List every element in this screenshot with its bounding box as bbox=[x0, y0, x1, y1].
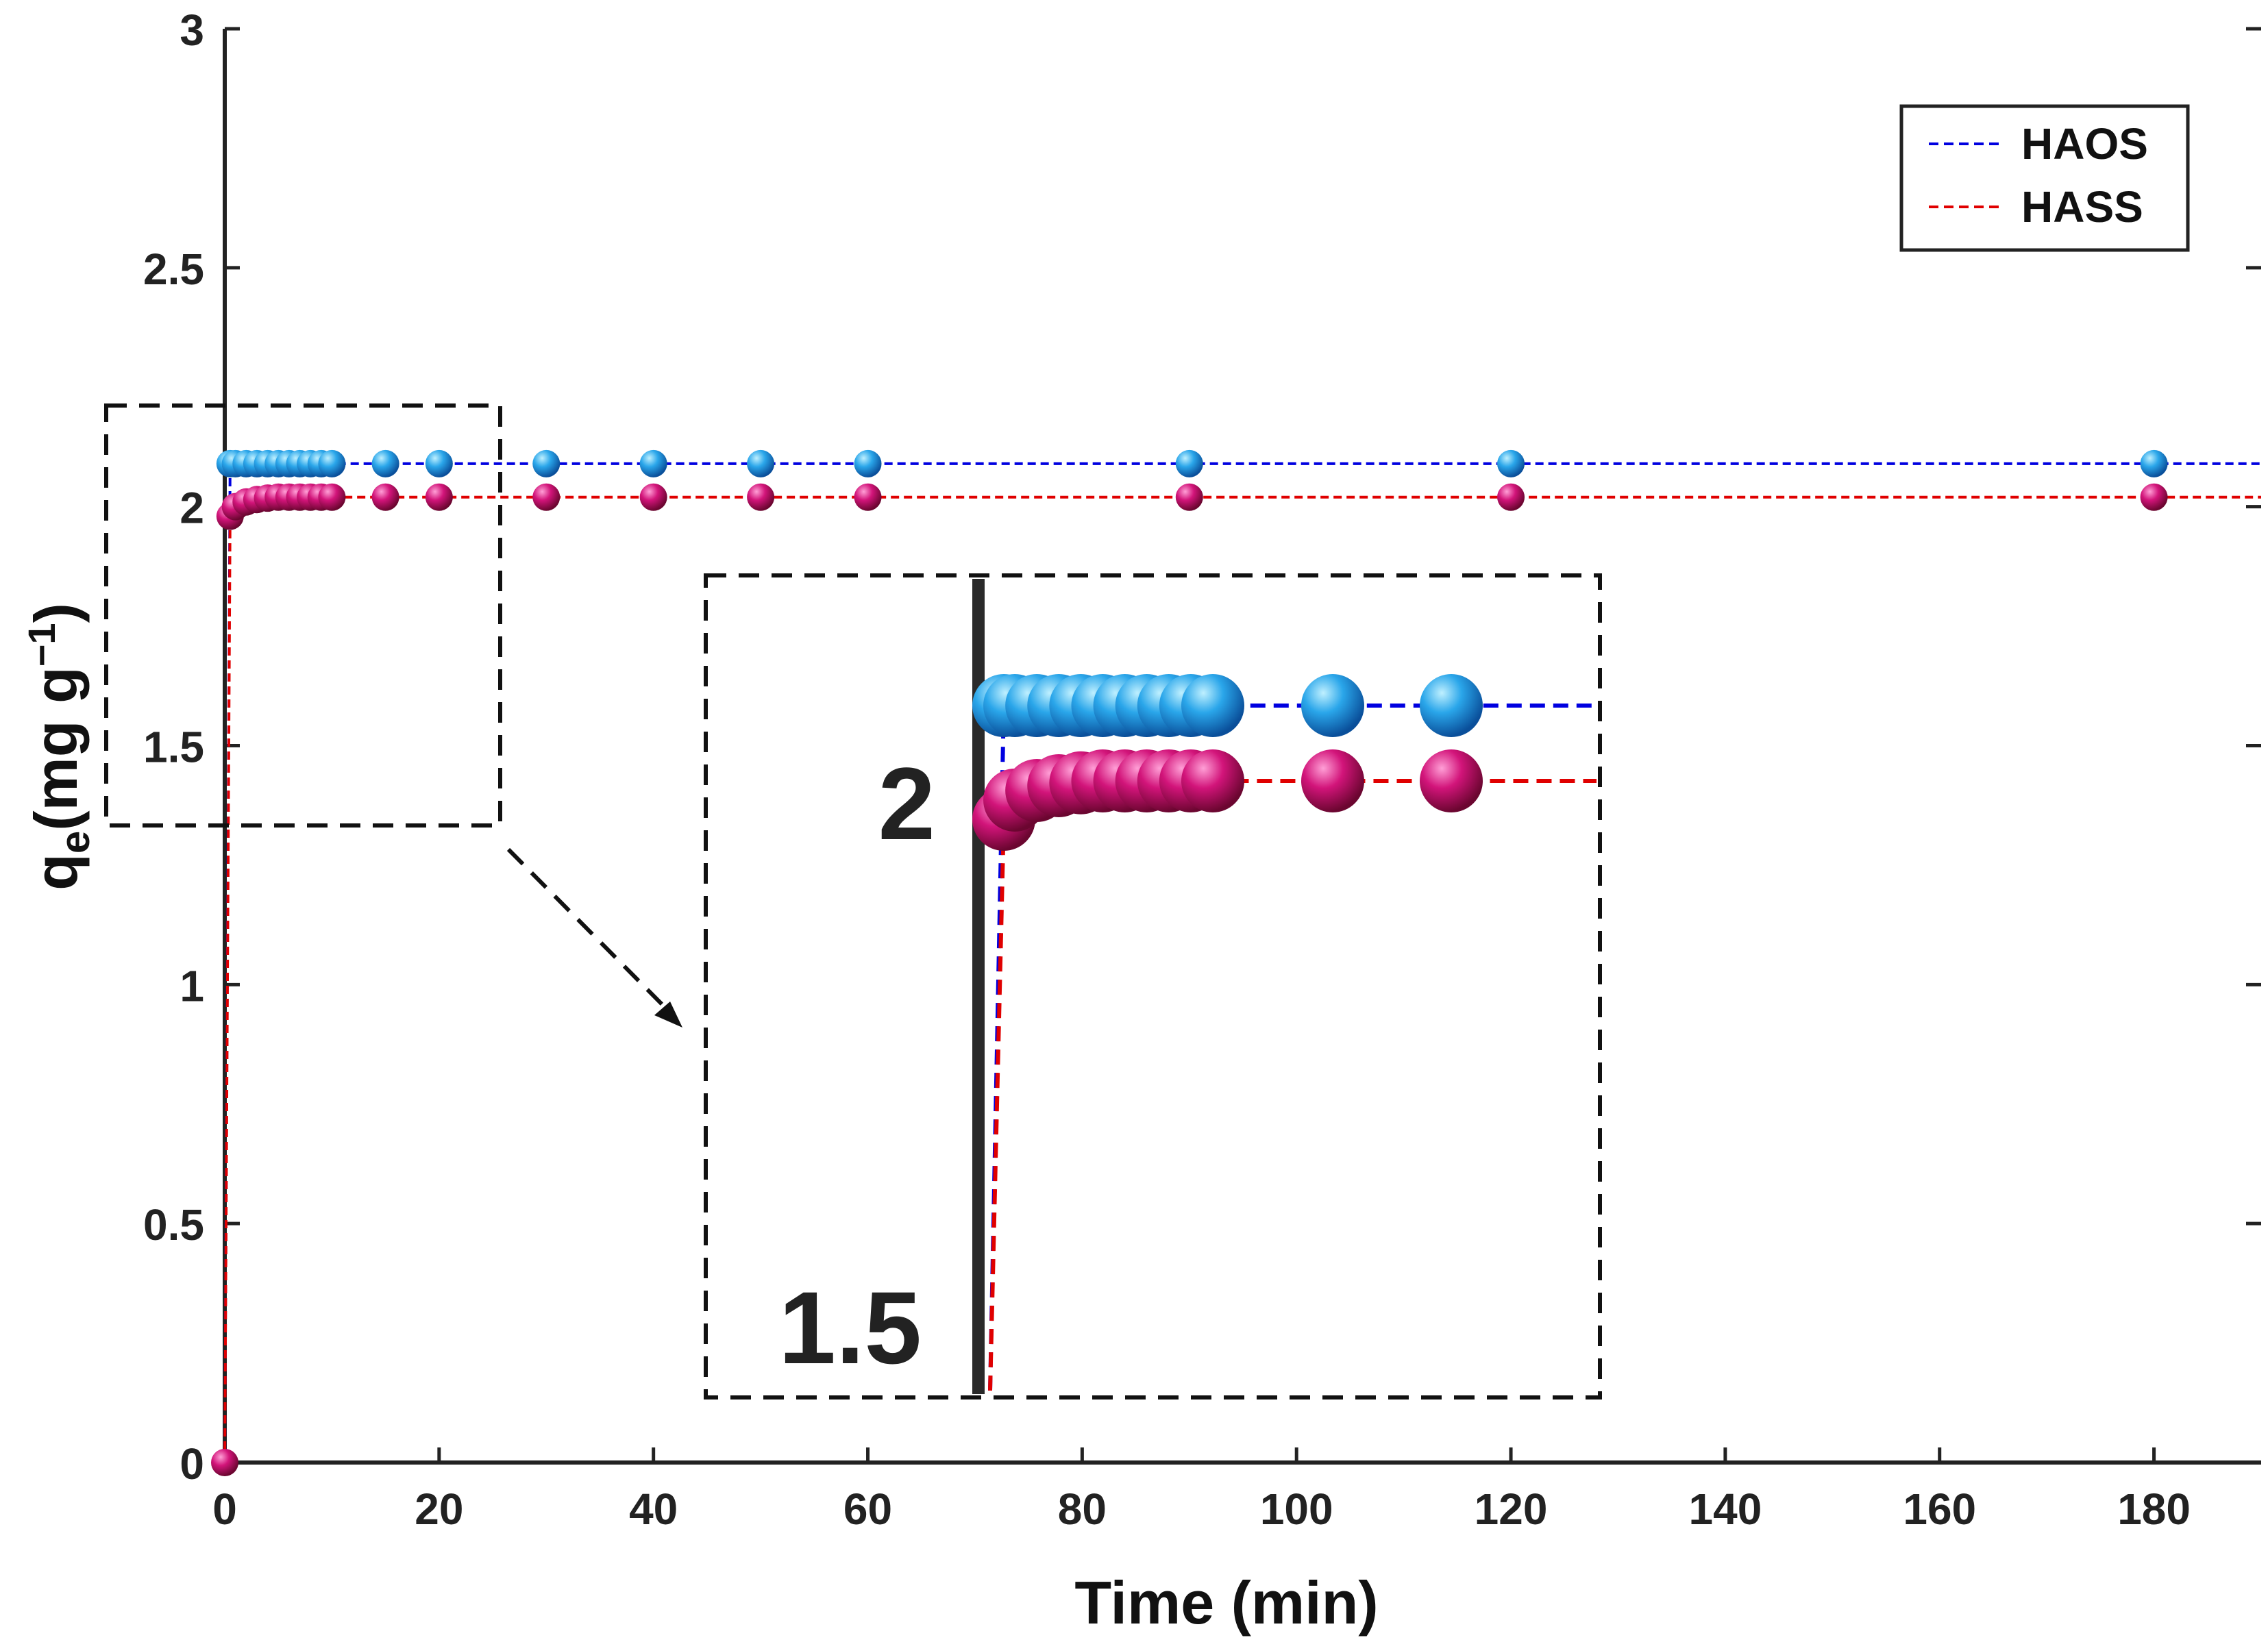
inset-point-hass bbox=[1181, 749, 1244, 812]
x-axis-label: Time (min) bbox=[1074, 1569, 1378, 1637]
inset-point-hass bbox=[1420, 749, 1483, 812]
y-tick-label: 0.5 bbox=[143, 1200, 204, 1249]
point-haos bbox=[371, 449, 399, 477]
legend-label-haos: HAOS bbox=[2021, 119, 2148, 169]
point-haos bbox=[2140, 449, 2168, 477]
inset-zoom-panel: 2 1.5 bbox=[704, 573, 1602, 1400]
y-tick-label: 0 bbox=[180, 1439, 204, 1489]
x-tick-label: 60 bbox=[843, 1484, 892, 1534]
zoom-arrow-head bbox=[654, 1002, 682, 1028]
point-hass bbox=[1175, 483, 1203, 511]
inset-point-hass bbox=[1301, 749, 1364, 812]
legend-box bbox=[1899, 104, 2190, 252]
inset-point-haos bbox=[1301, 674, 1364, 737]
x-tick-label: 120 bbox=[1475, 1484, 1548, 1534]
y-axis-label: qe(mg g−1) bbox=[20, 603, 98, 891]
point-haos bbox=[1497, 449, 1525, 477]
point-hass bbox=[2140, 483, 2168, 511]
point-hass bbox=[318, 483, 346, 511]
point-hass bbox=[211, 1449, 238, 1476]
zoom-arrow-line bbox=[506, 847, 670, 1012]
x-tick-label: 140 bbox=[1689, 1484, 1762, 1534]
point-hass bbox=[532, 483, 560, 511]
point-haos bbox=[1175, 449, 1203, 477]
point-hass bbox=[1497, 483, 1525, 511]
y-label-close: ) bbox=[22, 603, 90, 623]
x-tick-label: 100 bbox=[1260, 1484, 1333, 1534]
point-hass bbox=[371, 483, 399, 511]
point-haos bbox=[425, 449, 453, 477]
inset-ytick-1-5: 1.5 bbox=[778, 1270, 922, 1385]
legend-label-hass: HASS bbox=[2021, 182, 2143, 232]
point-haos bbox=[747, 449, 775, 477]
y-tick-label: 2.5 bbox=[143, 245, 204, 294]
point-haos bbox=[532, 449, 560, 477]
inset-ytick-2: 2 bbox=[878, 746, 935, 861]
x-ticks: 0 20 40 60 80 100 120 140 160 180 bbox=[212, 1447, 2191, 1534]
inset-point-haos bbox=[1181, 674, 1244, 737]
inset-series-markers bbox=[972, 674, 1483, 851]
y-tick-label: 2 bbox=[180, 484, 204, 533]
x-tick-label: 80 bbox=[1058, 1484, 1107, 1534]
y-label-sub: e bbox=[52, 831, 98, 854]
inset-point-haos bbox=[1420, 674, 1483, 737]
zoom-region-box bbox=[104, 403, 502, 828]
point-haos bbox=[854, 449, 882, 477]
point-hass bbox=[639, 483, 667, 511]
series-line-hass bbox=[223, 495, 2261, 1463]
y-tick-label: 1.5 bbox=[143, 723, 204, 772]
legend: HAOS HASS bbox=[1899, 104, 2190, 252]
point-haos bbox=[318, 449, 346, 477]
x-tick-label: 40 bbox=[629, 1484, 678, 1534]
series-markers bbox=[211, 449, 2168, 1476]
y-label-rest: (mg g bbox=[22, 667, 90, 831]
y-label-sup: −1 bbox=[20, 623, 63, 667]
x-tick-label: 180 bbox=[2117, 1484, 2191, 1534]
x-tick-label: 0 bbox=[212, 1484, 237, 1534]
point-hass bbox=[747, 483, 775, 511]
point-hass bbox=[854, 483, 882, 511]
x-tick-label: 160 bbox=[1903, 1484, 1976, 1534]
y-tick-label: 1 bbox=[180, 961, 204, 1010]
y-label-q: q bbox=[22, 854, 90, 891]
x-tick-label: 20 bbox=[415, 1484, 463, 1534]
point-hass bbox=[425, 483, 453, 511]
y-tick-label: 3 bbox=[180, 5, 204, 55]
point-haos bbox=[639, 449, 667, 477]
